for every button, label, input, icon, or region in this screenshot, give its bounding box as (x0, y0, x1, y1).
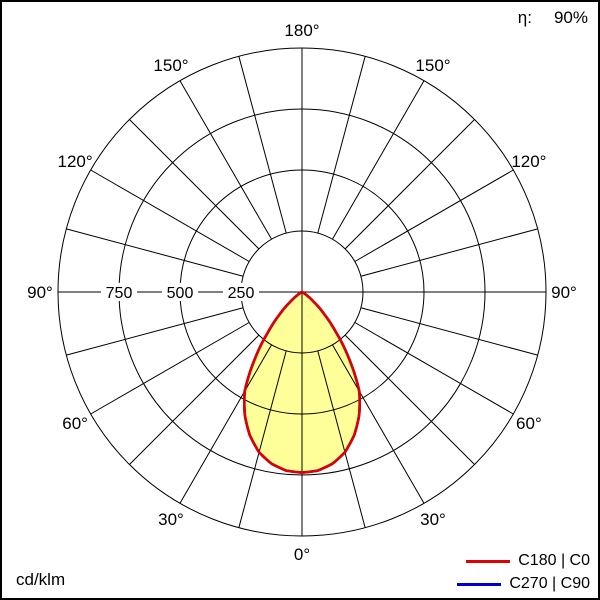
legend-line-c90 (457, 582, 502, 586)
grid-spoke (317, 56, 366, 234)
grid-spoke (344, 334, 475, 465)
grid-spoke (179, 344, 272, 504)
grid-spoke (129, 334, 260, 465)
angle-tick-label: 60° (516, 414, 542, 433)
legend-row-c0: C180 | C0 (457, 552, 590, 570)
radial-tick-bg (101, 283, 137, 301)
grid-spoke (90, 322, 250, 415)
angle-tick-label: 0° (294, 545, 310, 564)
legend-label-c0: C180 | C0 (518, 552, 590, 569)
radial-tick-bg (162, 283, 198, 301)
angle-tick-label: 30° (158, 510, 184, 529)
grid-spoke (90, 169, 250, 262)
grid-spoke (238, 350, 287, 528)
radial-tick-label: 250 (228, 285, 255, 302)
grid-spoke (332, 344, 425, 504)
angle-tick-label: 150° (415, 56, 450, 75)
curve-series-0 (243, 290, 361, 474)
grid-spoke (66, 228, 244, 277)
grid-spoke (332, 80, 425, 240)
legend-label-c90: C270 | C90 (509, 575, 590, 592)
radial-tick-label: 500 (167, 285, 194, 302)
grid-spoke (360, 307, 538, 356)
grid-spoke (344, 119, 475, 250)
efficiency-value: 90% (553, 8, 588, 27)
radial-tick-label: 750 (106, 285, 133, 302)
angle-tick-label: 180° (284, 21, 319, 40)
grid-spoke (317, 350, 366, 528)
angle-tick-label: 120° (511, 152, 546, 171)
efficiency-readout: η: 90% (518, 8, 588, 28)
angle-tick-label: 30° (420, 510, 446, 529)
efficiency-label: η: (517, 8, 532, 27)
grid-spoke (238, 56, 287, 234)
angle-tick-label: 90° (551, 283, 577, 302)
legend-line-c0 (466, 559, 511, 563)
grid-spoke (354, 322, 514, 415)
grid-spoke (360, 228, 538, 277)
angle-tick-label: 90° (27, 283, 53, 302)
legend: C180 | C0 C270 | C90 (457, 552, 590, 593)
units-label: cd/klm (16, 570, 66, 589)
angle-tick-label: 150° (153, 56, 188, 75)
angle-tick-label: 120° (58, 152, 93, 171)
legend-row-c90: C270 | C90 (457, 575, 590, 593)
angle-tick-label: 60° (62, 414, 88, 433)
grid-spoke (179, 80, 272, 240)
grid-spoke (354, 169, 514, 262)
grid-spoke (129, 119, 260, 250)
radial-tick-bg (223, 283, 259, 301)
grid-spoke (66, 307, 244, 356)
